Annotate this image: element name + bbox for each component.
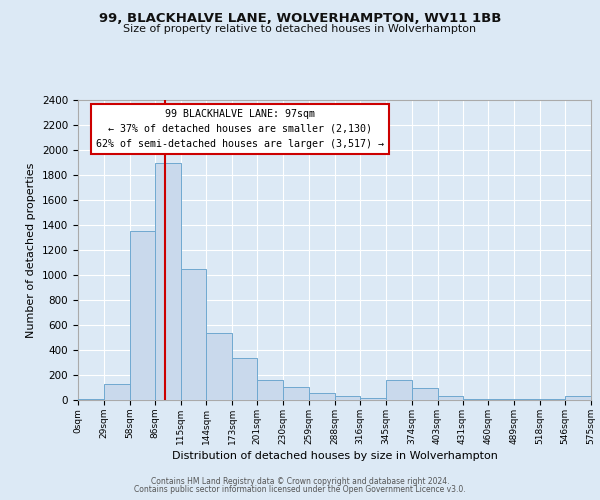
Bar: [130, 231, 155, 400]
Bar: [283, 387, 309, 400]
Bar: [360, 398, 386, 400]
Bar: [78, 399, 104, 400]
Text: Contains public sector information licensed under the Open Government Licence v3: Contains public sector information licen…: [134, 485, 466, 494]
Text: Size of property relative to detached houses in Wolverhampton: Size of property relative to detached ho…: [124, 24, 476, 34]
Bar: [386, 380, 412, 400]
Bar: [437, 396, 463, 400]
Bar: [565, 396, 591, 400]
Bar: [257, 380, 283, 400]
Text: 99, BLACKHALVE LANE, WOLVERHAMPTON, WV11 1BB: 99, BLACKHALVE LANE, WOLVERHAMPTON, WV11…: [99, 12, 501, 26]
Bar: [181, 269, 206, 400]
Bar: [232, 358, 257, 400]
Bar: [309, 392, 335, 400]
Bar: [155, 162, 181, 400]
Y-axis label: Number of detached properties: Number of detached properties: [26, 162, 37, 338]
Bar: [412, 388, 437, 400]
Bar: [335, 396, 360, 400]
Bar: [206, 332, 232, 400]
Bar: [104, 384, 130, 400]
X-axis label: Distribution of detached houses by size in Wolverhampton: Distribution of detached houses by size …: [172, 451, 497, 461]
Text: Contains HM Land Registry data © Crown copyright and database right 2024.: Contains HM Land Registry data © Crown c…: [151, 477, 449, 486]
Text: 99 BLACKHALVE LANE: 97sqm
← 37% of detached houses are smaller (2,130)
62% of se: 99 BLACKHALVE LANE: 97sqm ← 37% of detac…: [95, 109, 383, 148]
